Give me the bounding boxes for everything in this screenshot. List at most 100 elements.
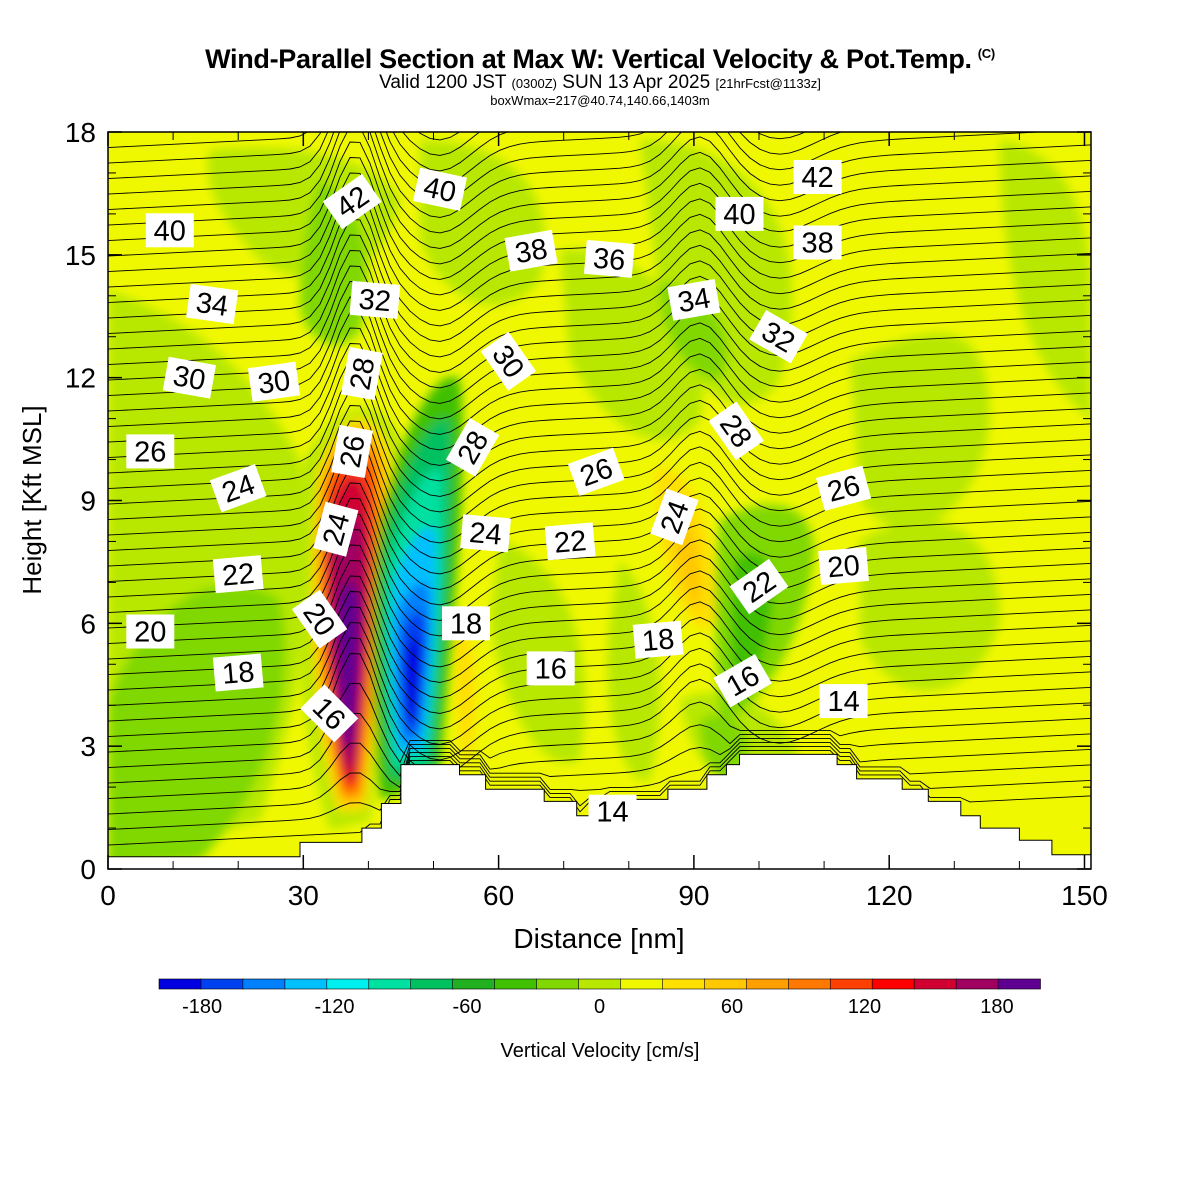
contour-label-text: 26	[134, 436, 166, 468]
y-axis-label: Height [Kft MSL]	[17, 405, 47, 594]
contour-label-text: 18	[641, 623, 676, 658]
isentrope-line	[108, 560, 1091, 683]
colorbar-tick-label: -60	[453, 996, 482, 1018]
y-tick-label: 9	[80, 486, 96, 517]
contour-label: 20	[818, 546, 869, 586]
contour-label-box	[322, 173, 382, 230]
colorbar-swatch	[494, 978, 538, 990]
contour-label-box	[349, 280, 401, 319]
isentrope-line	[108, 737, 1091, 799]
contour-label: 40	[145, 213, 194, 248]
valid-utc: (0300Z)	[511, 76, 558, 91]
colorbar-swatch	[326, 978, 370, 990]
contour-label: 32	[749, 309, 808, 364]
contour-label-text: 18	[221, 656, 256, 691]
contour-label: 18	[632, 620, 684, 659]
isentrope-line	[108, 575, 1091, 699]
contour-label-box	[816, 465, 872, 511]
contour-label-text: 34	[194, 287, 230, 323]
contour-label-box	[300, 684, 359, 743]
contour-label-box	[793, 160, 842, 194]
x-axis-label: Distance [nm]	[513, 923, 684, 954]
contour-label-text: 20	[134, 617, 166, 649]
isentrope-line	[108, 467, 1091, 590]
contour-label-text: 36	[592, 243, 627, 278]
contour-label-text: 16	[535, 653, 567, 685]
contour-label-box	[819, 684, 868, 719]
colorbar-swatch	[662, 978, 706, 990]
isentrope-line	[108, 591, 1091, 714]
contour-label: 34	[667, 278, 721, 321]
contour-label-text: 32	[357, 284, 392, 319]
velocity-region	[607, 560, 660, 781]
colorbar-tick-label: 60	[721, 996, 743, 1018]
colorbar-swatch	[242, 978, 286, 990]
isentrope-line	[417, 132, 461, 141]
isentrope-line	[108, 141, 1091, 265]
contour-label-text: 30	[171, 360, 208, 397]
isentrope-line	[108, 132, 1091, 249]
contour-label-box	[442, 606, 490, 641]
isentrope-line	[108, 741, 1091, 815]
contour-label-box	[212, 653, 264, 692]
contour-label: 26	[126, 434, 175, 469]
contour-label: 30	[162, 356, 216, 399]
isentrope-line	[108, 132, 807, 172]
contour-label-text: 30	[256, 365, 292, 401]
isentrope-line	[108, 312, 1091, 435]
contour-label-text: 14	[596, 797, 628, 829]
velocity-region	[454, 620, 476, 761]
contour-label-text: 34	[675, 282, 712, 319]
isentrope-line	[108, 132, 1091, 234]
x-tick-label: 150	[1061, 880, 1108, 911]
colorbar-tick-label: 120	[848, 996, 881, 1018]
isentrope-line	[108, 712, 1091, 784]
y-tick-label: 12	[65, 363, 96, 394]
contour-label: 40	[715, 196, 764, 231]
contour-label-box	[126, 434, 175, 469]
velocity-core-band	[404, 637, 421, 722]
contour-label-box	[632, 620, 684, 659]
contour-label-box	[186, 283, 239, 325]
contour-label: 36	[583, 239, 635, 278]
contour-label-box	[667, 278, 721, 321]
contour-label-box	[340, 347, 383, 401]
isentrope-line	[108, 250, 1091, 373]
y-tick-label: 15	[65, 240, 96, 271]
contour-label: 38	[793, 225, 842, 260]
valid-prefix: Valid 1200 JST	[379, 72, 507, 93]
colorbar-tick-label: 180	[980, 996, 1013, 1018]
contour-label-text: 22	[221, 558, 256, 593]
contour-label-text: 14	[827, 686, 859, 718]
isentrope-line	[108, 234, 1091, 358]
contour-label-text: 22	[553, 525, 588, 560]
contour-label-box	[126, 614, 175, 649]
contour-label: 14	[588, 794, 637, 829]
contour-label-box	[212, 555, 264, 594]
contour-label: 18	[212, 653, 264, 692]
colorbar-swatch	[704, 978, 748, 990]
colorbar-swatch	[158, 978, 202, 990]
contour-label-box	[588, 794, 637, 829]
colorbar-swatch	[452, 978, 496, 990]
isentrope-line	[108, 498, 1091, 621]
copyright-mark: (C)	[977, 46, 995, 61]
isentrope-line	[108, 653, 1091, 776]
contour-label-text: 24	[468, 517, 503, 552]
isentrope-line	[108, 132, 1091, 218]
contour-label-box	[793, 225, 842, 260]
contour-label-box	[460, 514, 511, 553]
contour-label-box	[729, 558, 789, 615]
isentrope-line	[108, 132, 843, 187]
contour-label-box	[504, 229, 558, 272]
contour-label-text: 40	[421, 171, 459, 209]
contour-label-box	[567, 447, 625, 496]
isentrope-line	[108, 529, 1091, 652]
velocity-region	[850, 333, 990, 529]
contour-label-text: 38	[513, 233, 550, 270]
contour-label-text: 38	[801, 228, 833, 260]
isentrope-line	[108, 265, 1091, 389]
colorbar-swatch	[746, 978, 790, 990]
